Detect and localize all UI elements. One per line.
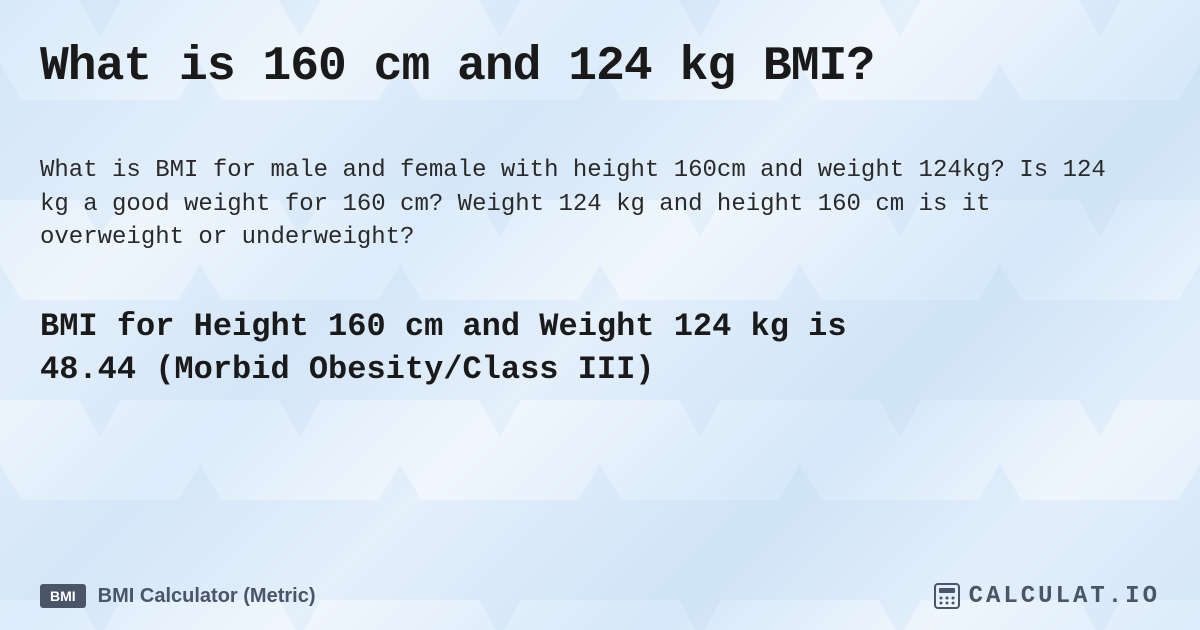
calculator-label: BMI Calculator (Metric): [98, 585, 316, 608]
bmi-result: BMI for Height 160 cm and Weight 124 kg …: [40, 305, 940, 391]
footer-right: CALCULAT.IO: [933, 582, 1160, 610]
brand-logo-text: CALCULAT.IO: [969, 583, 1160, 610]
bmi-badge: BMI: [40, 584, 86, 608]
content-area: What is 160 cm and 124 kg BMI? What is B…: [0, 0, 1200, 630]
footer: BMI BMI Calculator (Metric) CALCULAT.IO: [40, 582, 1160, 610]
calculator-icon: [933, 582, 961, 610]
page-description: What is BMI for male and female with hei…: [40, 154, 1120, 255]
footer-left: BMI BMI Calculator (Metric): [40, 584, 315, 608]
page-title: What is 160 cm and 124 kg BMI?: [40, 40, 1160, 94]
